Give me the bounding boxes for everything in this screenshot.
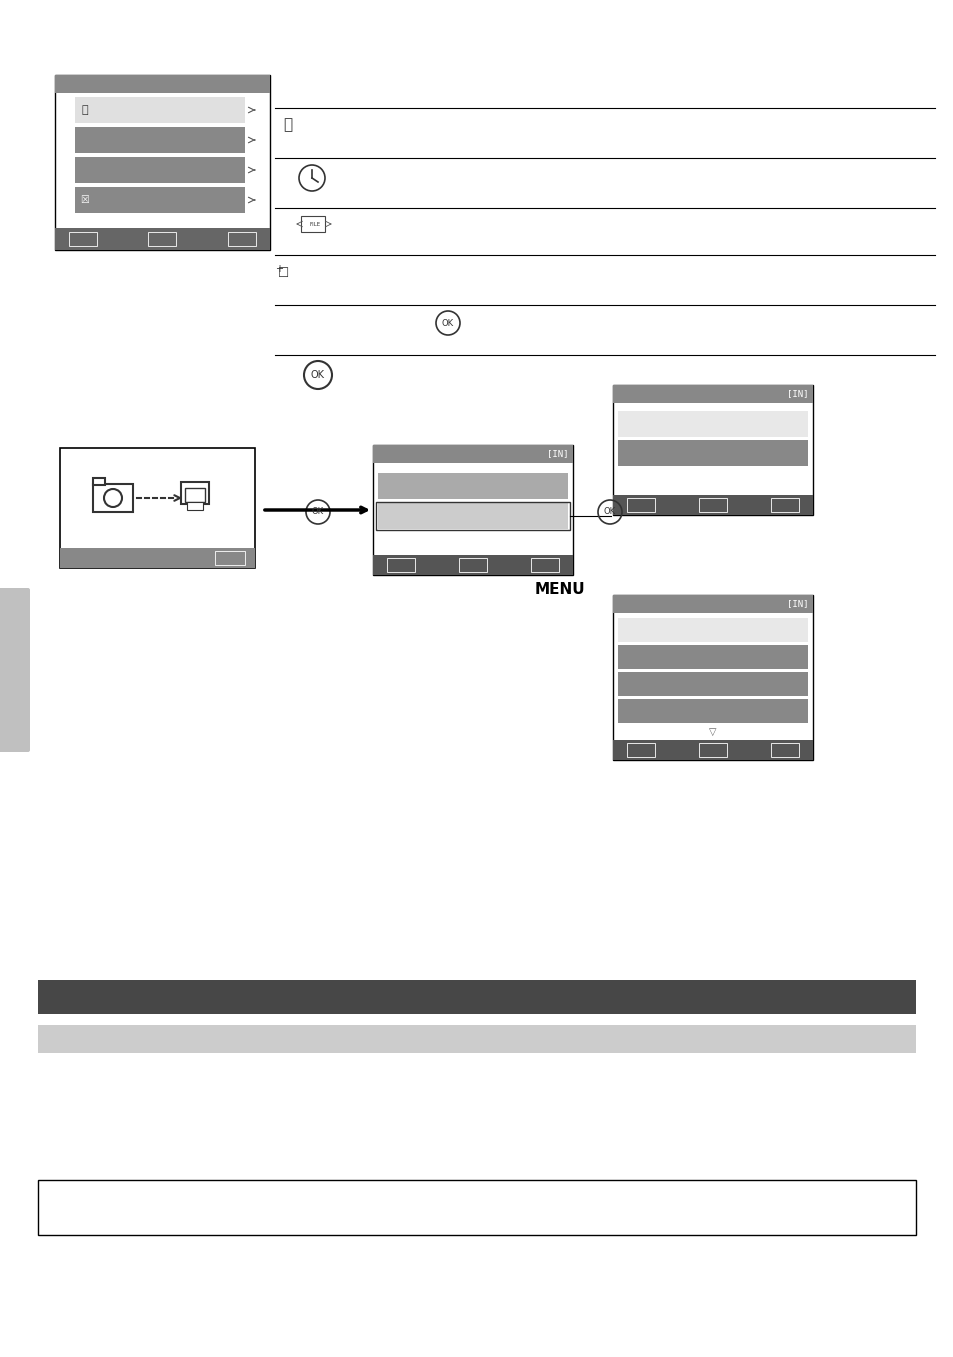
Bar bbox=[373, 555, 573, 575]
Bar bbox=[55, 228, 270, 250]
Bar bbox=[618, 440, 807, 465]
Text: ▽: ▽ bbox=[708, 727, 716, 737]
Bar bbox=[613, 495, 812, 516]
Text: OK: OK bbox=[311, 370, 325, 380]
Text: OK: OK bbox=[441, 319, 454, 327]
Bar bbox=[92, 484, 132, 512]
Bar bbox=[626, 744, 655, 757]
Bar bbox=[375, 502, 569, 531]
FancyBboxPatch shape bbox=[0, 588, 30, 752]
Text: ⎙: ⎙ bbox=[82, 104, 89, 115]
Bar bbox=[187, 502, 203, 510]
Bar bbox=[75, 157, 245, 183]
Bar bbox=[613, 594, 812, 613]
Bar bbox=[373, 445, 573, 575]
Bar bbox=[75, 96, 245, 123]
Bar bbox=[626, 498, 655, 512]
Bar bbox=[38, 1181, 915, 1235]
Bar bbox=[301, 216, 325, 232]
Bar bbox=[618, 699, 807, 723]
Bar bbox=[75, 187, 245, 213]
Text: [IN]: [IN] bbox=[786, 389, 808, 399]
Bar bbox=[613, 385, 812, 403]
Bar bbox=[531, 558, 558, 573]
Bar bbox=[38, 980, 915, 1014]
Text: OK: OK bbox=[603, 508, 616, 517]
Bar bbox=[613, 594, 812, 760]
Bar bbox=[181, 482, 209, 503]
Bar bbox=[618, 672, 807, 696]
Text: +: + bbox=[274, 265, 283, 274]
Bar bbox=[60, 548, 254, 569]
Text: OK: OK bbox=[312, 508, 324, 517]
Bar bbox=[373, 445, 573, 463]
Text: [IN]: [IN] bbox=[547, 449, 568, 459]
Text: MENU: MENU bbox=[534, 582, 585, 597]
Text: ⎙: ⎙ bbox=[283, 118, 293, 133]
Bar bbox=[92, 478, 105, 484]
Bar bbox=[618, 645, 807, 669]
Text: [IN]: [IN] bbox=[786, 600, 808, 608]
Bar bbox=[770, 744, 799, 757]
Bar bbox=[149, 232, 176, 246]
Bar bbox=[699, 744, 726, 757]
Bar bbox=[613, 385, 812, 516]
Bar bbox=[770, 498, 799, 512]
Bar bbox=[185, 489, 205, 502]
Bar bbox=[613, 740, 812, 760]
Text: ☒: ☒ bbox=[81, 195, 90, 205]
Bar bbox=[618, 411, 807, 437]
Text: ☐: ☐ bbox=[278, 266, 290, 280]
Bar bbox=[55, 75, 270, 94]
Bar bbox=[377, 503, 567, 529]
Bar bbox=[228, 232, 255, 246]
Bar bbox=[75, 128, 245, 153]
Bar bbox=[214, 551, 245, 565]
Bar bbox=[377, 474, 567, 499]
Bar bbox=[55, 75, 270, 250]
Bar bbox=[69, 232, 97, 246]
Bar bbox=[60, 448, 254, 569]
Bar bbox=[38, 1025, 915, 1053]
Text: FILE: FILE bbox=[309, 221, 320, 227]
Bar bbox=[618, 617, 807, 642]
Bar bbox=[699, 498, 726, 512]
Bar bbox=[458, 558, 486, 573]
Bar bbox=[387, 558, 415, 573]
